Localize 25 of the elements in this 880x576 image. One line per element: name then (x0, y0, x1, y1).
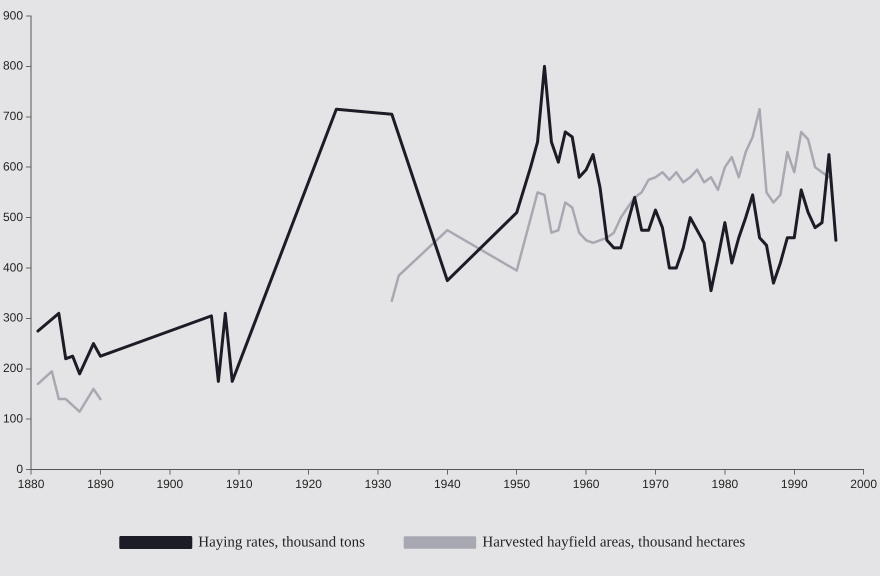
x-tick-label: 1960 (572, 477, 600, 492)
x-tick-label: 1880 (18, 477, 45, 492)
y-tick-label: 100 (2, 412, 24, 426)
y-tick-label: 700 (2, 109, 24, 124)
x-tick-label: 1910 (226, 477, 253, 492)
x-tick-label: 1990 (780, 477, 808, 492)
y-tick-label: 400 (2, 260, 24, 274)
y-tick-label: 0 (16, 462, 24, 476)
x-tick-label: 2000 (850, 477, 878, 492)
legend-label: Harvested hayfield areas, thousand hectares (482, 534, 746, 550)
x-tick-label: 1940 (434, 477, 462, 492)
x-tick-label: 1980 (712, 477, 739, 492)
y-tick-label: 300 (2, 310, 24, 325)
x-tick-label: 1900 (156, 477, 184, 492)
x-tick-label: 1920 (295, 477, 322, 492)
y-tick-label: 900 (2, 8, 24, 22)
x-tick-label: 1890 (87, 477, 114, 492)
y-tick-label: 800 (2, 58, 24, 73)
x-tick-label: 1970 (642, 477, 670, 492)
y-tick-label: 600 (2, 160, 24, 174)
x-tick-label: 1930 (364, 477, 392, 492)
x-tick-label: 1950 (503, 477, 530, 492)
y-tick-label: 200 (2, 361, 24, 376)
y-tick-label: 500 (2, 210, 24, 224)
legend-label: Haying rates, thousand tons (198, 534, 366, 550)
